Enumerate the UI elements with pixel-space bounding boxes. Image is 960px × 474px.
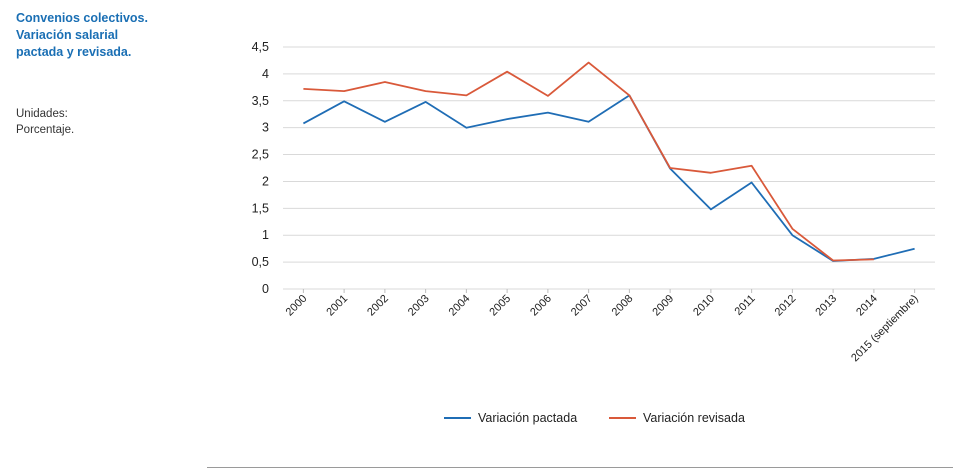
x-tick-label: 2014 xyxy=(854,293,880,319)
y-tick-label: 1 xyxy=(262,228,269,242)
legend-label: Variación pactada xyxy=(478,411,577,425)
x-tick-label: 2007 xyxy=(569,293,595,319)
x-tick-label: 2008 xyxy=(610,293,636,319)
series-line-revisada xyxy=(303,61,874,262)
y-tick-label: 0 xyxy=(262,282,269,296)
x-tick-label: 2011 xyxy=(733,293,758,318)
units-label: Unidades: Porcentaje. xyxy=(16,108,75,136)
x-tick-label: 2009 xyxy=(650,293,676,319)
series-line-pactada xyxy=(302,94,915,262)
y-tick-label: 0,5 xyxy=(252,255,269,269)
y-tick-label: 4 xyxy=(262,67,269,81)
x-tick-label: 2012 xyxy=(773,293,799,319)
x-tick-label: 2001 xyxy=(324,293,350,319)
x-tick-label: 2004 xyxy=(447,293,473,319)
x-tick-label: 2003 xyxy=(406,293,432,319)
y-tick-label: 2 xyxy=(262,174,269,188)
x-tick-label: 2002 xyxy=(365,293,391,319)
x-tick-label: 2005 xyxy=(487,293,513,319)
y-tick-label: 1,5 xyxy=(252,201,269,215)
x-tick-label: 2013 xyxy=(813,293,839,319)
chart-title: Convenios colectivos. Variación salarial… xyxy=(16,11,148,59)
y-tick-label: 2,5 xyxy=(252,148,269,162)
bottom-divider xyxy=(207,467,953,468)
legend-label: Variación revisada xyxy=(643,411,745,425)
x-tick-label: 2006 xyxy=(528,293,554,319)
x-tick-label: 2010 xyxy=(691,293,717,319)
y-tick-label: 4,5 xyxy=(252,40,269,54)
y-tick-label: 3 xyxy=(262,121,269,135)
x-tick-label: 2000 xyxy=(284,293,310,319)
y-tick-label: 3,5 xyxy=(252,94,269,108)
